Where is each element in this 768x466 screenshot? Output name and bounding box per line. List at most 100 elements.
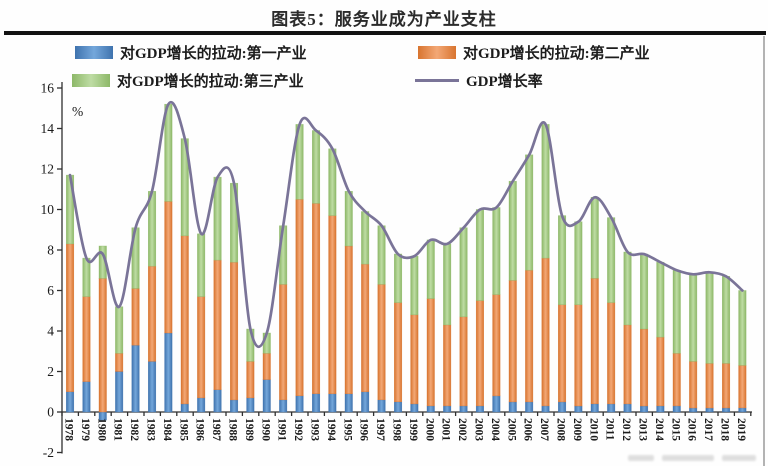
bar-segment: [558, 401, 567, 413]
bar-segment: [82, 296, 91, 382]
bar-segment: [672, 353, 681, 407]
x-tick-label: 1982: [128, 418, 140, 441]
bar-segment: [574, 405, 583, 413]
bar-segment: [722, 276, 731, 364]
bar-segment: [607, 403, 616, 413]
bar-segment: [66, 243, 75, 392]
bar-segment: [148, 361, 157, 413]
bar-segment: [508, 280, 517, 403]
bar-segment: [705, 363, 714, 409]
x-tick-label: 1993: [309, 418, 321, 441]
bar-segment: [426, 405, 435, 413]
legend-swatch-gdp-line-icon: [415, 78, 459, 82]
chart-canvas: 16 14 12 10 8 6 4 2 0 -2% 1978 1979 1980 1981 1982 1983…: [41, 81, 752, 461]
bar-segment: [443, 405, 452, 413]
bar-segment: [295, 199, 304, 397]
y-tick-label: 14: [41, 121, 55, 136]
x-tick-label: 1995: [341, 418, 353, 441]
bar-segment: [656, 336, 665, 407]
bar-segment: [656, 261, 665, 338]
bar-segment: [541, 124, 550, 259]
y-axis: [57, 82, 63, 454]
bar-segment: [377, 225, 386, 285]
bar-segment: [410, 255, 419, 316]
bar-segment: [180, 235, 189, 405]
bar-segment: [558, 304, 567, 403]
bar-segment: [689, 361, 698, 409]
bar-segment: [312, 130, 321, 204]
x-tick-label: 2017: [702, 418, 714, 441]
x-tick-label: 2009: [571, 418, 583, 441]
bar-segment: [394, 302, 403, 403]
bar-segment: [541, 405, 550, 413]
bar-segment: [738, 407, 747, 413]
bar-segment: [738, 365, 747, 409]
bar-segment: [640, 328, 649, 407]
bar-segment: [492, 395, 501, 413]
x-tick-label: 2011: [604, 418, 616, 441]
bar-segment: [623, 403, 632, 413]
bar-segment: [246, 361, 255, 399]
x-tick-label: 1986: [194, 418, 206, 441]
bar-segment: [640, 405, 649, 413]
bar-segment: [115, 306, 124, 354]
bar-segment: [656, 405, 665, 413]
bar-segment: [262, 379, 271, 413]
bar-segment: [574, 221, 583, 305]
bar-segment: [508, 180, 517, 281]
bar-segment: [344, 393, 353, 413]
bar-segment: [722, 363, 731, 409]
bar-segment: [459, 405, 468, 413]
bar-segment: [246, 397, 255, 413]
x-tick-label: 1999: [407, 418, 419, 441]
watermark-mark: [662, 455, 714, 461]
y-tick-label: 8: [47, 243, 54, 258]
x-tick-label: 2016: [686, 418, 698, 441]
bar-segment: [213, 259, 222, 390]
bar-segment: [541, 257, 550, 407]
bar-segment: [574, 304, 583, 407]
bars-group: [66, 103, 747, 421]
bar-segment: [377, 399, 386, 413]
x-tick-label: 2012: [620, 418, 632, 441]
x-tick-label: 2013: [637, 418, 649, 441]
bar-segment: [312, 393, 321, 413]
bar-segment: [377, 284, 386, 401]
bar-segment: [98, 278, 107, 413]
watermark-fragment: [628, 452, 760, 464]
legend-swatch-tertiary-icon: [72, 73, 110, 87]
x-tick-label: 2001: [440, 418, 452, 441]
x-tick-label: 1983: [145, 418, 157, 441]
bar-segment: [361, 391, 370, 413]
y-axis-labels: 16 14 12 10 8 6 4 2 0 -2%: [41, 81, 84, 461]
x-tick-label: 2018: [719, 418, 731, 441]
legend-item-gdp-line: GDP增长率: [415, 70, 543, 90]
bar-segment: [443, 243, 452, 326]
bar-segment: [115, 371, 124, 413]
x-tick-label: 1980: [95, 418, 107, 441]
y-tick-label: -2: [43, 445, 54, 460]
frame-right-border: [763, 36, 765, 466]
bar-segment: [492, 207, 501, 295]
x-tick-label: 2008: [555, 418, 567, 441]
bar-segment: [689, 407, 698, 413]
y-tick-label: 10: [41, 202, 55, 217]
x-tick-label: 2007: [538, 418, 550, 441]
bar-segment: [475, 209, 484, 301]
bar-segment: [197, 296, 206, 399]
x-tick-label: 2000: [423, 418, 435, 441]
bar-segment: [705, 407, 714, 413]
y-axis-unit-label: %: [72, 104, 83, 119]
bar-segment: [443, 324, 452, 407]
y-tick-label: 2: [47, 364, 54, 379]
bar-segment: [672, 270, 681, 354]
bar-segment: [607, 302, 616, 405]
x-tick-label: 1988: [227, 418, 239, 441]
bar-segment: [590, 278, 599, 405]
x-tick-label: 1989: [243, 418, 255, 441]
y-tick-label: 6: [47, 283, 54, 298]
bar-segment: [279, 284, 288, 401]
bar-segment: [590, 197, 599, 279]
bar-segment: [475, 405, 484, 413]
